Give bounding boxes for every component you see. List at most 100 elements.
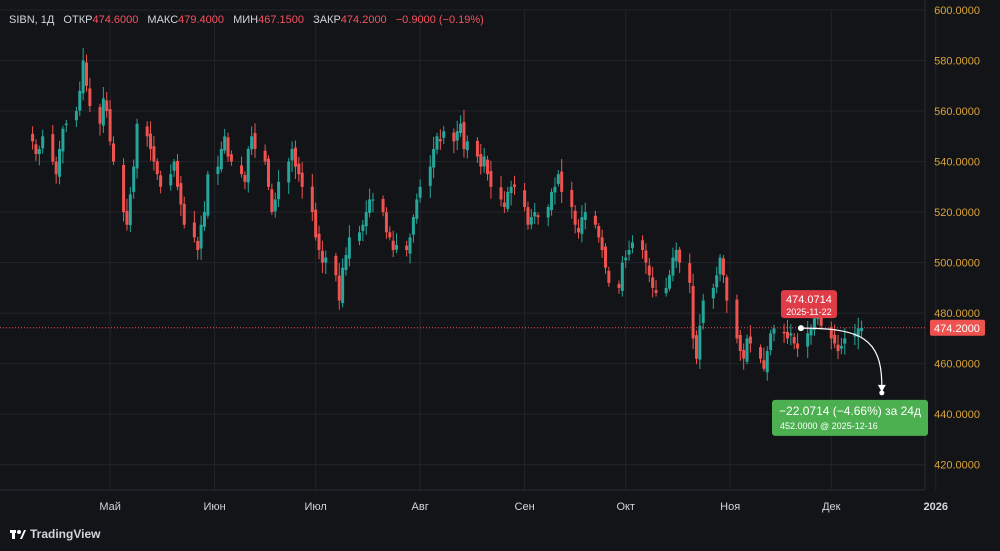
- candle-body: [196, 240, 200, 250]
- candle-body: [250, 136, 254, 150]
- last-price-tag: [930, 319, 985, 336]
- candle-body: [759, 347, 763, 359]
- candle-body: [418, 186, 422, 198]
- candle-body: [721, 258, 725, 276]
- candle-body: [277, 181, 281, 200]
- candle-body: [246, 148, 250, 183]
- candle-body: [748, 336, 752, 344]
- candle-body: [829, 327, 833, 339]
- low-label: МИН: [233, 14, 259, 26]
- candle-body: [644, 250, 648, 263]
- candle-body: [546, 207, 550, 218]
- candle-body: [806, 333, 810, 347]
- forecast-target-box: [772, 399, 928, 436]
- x-tick-label: Дек: [822, 501, 841, 513]
- candle-body: [314, 209, 318, 238]
- candle-body: [462, 122, 466, 149]
- candle-body: [509, 186, 513, 194]
- candle-body: [41, 136, 45, 149]
- candle-body: [725, 277, 729, 301]
- forecast-arrow: [800, 327, 883, 386]
- candle-body: [64, 123, 68, 126]
- candle-body: [738, 335, 742, 352]
- candle-body: [718, 257, 722, 275]
- candle-body: [159, 175, 163, 187]
- candle-body: [762, 360, 766, 369]
- candle-body: [442, 131, 446, 138]
- candle-body: [347, 237, 351, 259]
- forecast-start-point: [797, 325, 804, 332]
- candle-body: [337, 275, 341, 301]
- candle-body: [833, 334, 837, 344]
- y-tick-label: 580.0000: [934, 56, 980, 68]
- candle-body: [603, 246, 607, 268]
- candle-body: [263, 150, 267, 162]
- candle-body: [482, 156, 486, 167]
- candle-body: [368, 199, 372, 213]
- candle-body: [371, 199, 375, 201]
- candle-body: [502, 202, 506, 208]
- candle-body: [560, 171, 564, 192]
- candle-body: [145, 126, 149, 137]
- candle-body: [290, 148, 294, 161]
- candle-body: [179, 183, 183, 205]
- x-tick-label: Июн: [203, 501, 225, 513]
- candle-body: [839, 346, 843, 349]
- candle-body: [172, 161, 176, 171]
- candle-body: [415, 199, 419, 219]
- candle-body: [711, 287, 715, 299]
- candle-body: [550, 191, 554, 211]
- candle-body: [698, 325, 702, 360]
- candle-body: [122, 165, 126, 213]
- candle-body: [792, 337, 796, 344]
- candle-body: [583, 212, 587, 220]
- candle-body: [742, 350, 746, 359]
- forecast-from-date: 2025-11-22: [786, 307, 831, 317]
- candle-body: [357, 232, 361, 241]
- candle-body: [293, 147, 297, 167]
- candle-body: [499, 187, 503, 200]
- candle-body: [384, 212, 388, 233]
- candle-body: [155, 161, 159, 175]
- candle-body: [475, 140, 479, 157]
- symbol-label[interactable]: SIBN, 1Д: [9, 14, 55, 26]
- candle-body: [206, 174, 210, 216]
- candle-body: [526, 207, 530, 225]
- candle-body: [809, 328, 813, 336]
- candle-body: [85, 62, 89, 86]
- forecast-end-point: [879, 390, 885, 396]
- candle-body: [772, 328, 776, 334]
- y-tick-label: 600.0000: [934, 5, 980, 17]
- candle-body: [243, 174, 247, 182]
- candle-body: [459, 123, 463, 133]
- candle-body: [489, 171, 493, 187]
- candle-body: [361, 224, 365, 232]
- candle-body: [674, 250, 678, 262]
- candle-body: [523, 190, 527, 208]
- candle-body: [465, 141, 469, 151]
- forecast-change-text: −22.0714 (−4.66%) за 24д: [779, 404, 921, 418]
- candle-body: [580, 217, 584, 234]
- candle-body: [226, 137, 230, 157]
- candle-body: [701, 300, 705, 324]
- close-label: ЗАКР: [313, 14, 341, 26]
- change-value: −0.9000 (−0.19%): [395, 14, 484, 26]
- candle-body: [37, 148, 41, 154]
- candle-body: [31, 133, 35, 142]
- candle-body: [664, 287, 668, 294]
- candle-body: [98, 107, 102, 124]
- forecast-from-tag: [780, 290, 837, 319]
- candle-body: [266, 158, 270, 187]
- candle-body: [297, 163, 301, 175]
- y-tick-label: 560.0000: [934, 106, 980, 118]
- candle-body: [843, 338, 847, 344]
- candle-body: [320, 250, 324, 263]
- y-tick-label: 420.0000: [934, 460, 980, 472]
- candle-body: [199, 224, 203, 249]
- y-tick-label: 480.0000: [934, 308, 980, 320]
- candle-body: [536, 215, 540, 218]
- tradingview-brand[interactable]: TradingView: [10, 527, 100, 541]
- candle-body: [691, 285, 695, 339]
- forecast-arrowhead: [877, 384, 886, 392]
